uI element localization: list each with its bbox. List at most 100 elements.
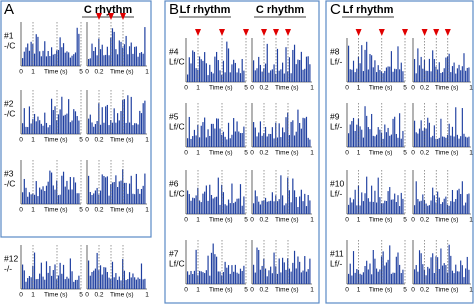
histogram-bar [275,122,277,147]
axis-title: Time (s) [44,69,68,76]
histogram-bar [123,44,126,66]
histogram-bar [219,204,221,214]
histogram-bar [56,180,58,204]
histogram-bar [351,121,353,147]
histogram-bar [423,59,426,82]
histogram-bar [287,71,289,82]
histogram-bar [299,60,301,82]
histogram-bar [66,113,68,134]
cell-type: Lf/- [330,188,342,198]
histogram-bar [195,195,197,214]
histogram-bar [366,260,368,284]
tick-label: 1 [31,69,35,76]
histogram-bar [425,203,427,214]
histogram-bar [68,99,70,134]
histogram-bar [71,120,73,134]
histogram-bar [219,128,221,147]
histogram-bar [425,275,427,284]
histogram-bar [415,265,417,284]
axis-title: Time (s) [435,85,459,92]
histogram-bar [451,66,454,82]
histogram-bar [108,55,110,66]
histogram-bar [418,128,421,147]
histogram-bar [299,261,301,284]
histogram-bar [204,117,206,147]
histogram-bar [293,250,296,284]
histogram-bar [103,175,105,204]
histogram-bar [62,171,65,204]
histogram-bar [69,57,71,66]
histogram-bar [425,70,427,82]
histogram-bar [359,63,361,82]
histogram-bar [349,124,351,147]
histogram-bar [205,137,207,147]
histogram-bar [400,138,402,147]
histogram-bar [356,268,358,284]
histogram-bar [120,280,122,289]
histogram-bar [266,201,268,214]
histogram-bar [98,103,100,134]
histogram-bar [23,51,25,66]
histogram-bar [305,206,308,214]
histogram-bar [117,113,119,134]
histogram-bar [302,117,304,147]
histogram-bar [188,57,190,82]
histogram-bar [187,271,189,284]
histogram-bar [417,199,419,214]
histogram-bar [45,185,48,204]
histogram-bar [364,106,366,147]
histogram-bar [390,273,392,284]
tick-label: 5 [79,69,83,76]
histogram-bar [394,193,396,214]
histogram-bar [273,201,275,214]
histogram-bar [37,196,39,204]
histogram-bar [37,36,39,66]
histogram-bar [238,68,240,82]
histogram-bar [88,58,90,66]
histogram-bar [364,49,366,82]
histogram-bar [99,190,102,204]
histogram-bar [74,111,77,134]
histogram-bar [40,262,42,289]
histogram-bar [270,200,272,214]
histogram-bar [44,279,46,289]
histogram-bar [354,130,356,147]
histogram-bar [106,271,108,289]
histogram-bar [42,276,44,289]
histogram-bar [73,109,75,134]
histogram-bar [359,205,361,214]
histogram-bar [59,37,61,66]
histogram-bar [307,56,309,82]
histogram-bar [420,120,422,147]
histogram-bar [253,60,255,82]
histogram-bar [264,268,267,284]
stimulus-arrow [273,29,279,36]
histogram-bar [115,122,117,134]
histogram-bar [392,272,394,284]
histogram-bar [216,118,218,147]
histogram-bar [202,60,204,82]
histogram-bar [285,203,287,214]
histogram-bar [23,178,25,204]
histogram-bar [59,194,61,204]
histogram-bar [264,63,267,82]
axis-title: Time (s) [110,207,134,214]
histogram-bar [392,118,394,147]
histogram-bar [137,56,139,66]
histogram-bar [278,123,280,147]
histogram-bar [261,71,263,82]
histogram-bar [450,201,452,214]
tick-label: 1 [310,85,314,92]
histogram-bar [130,42,132,66]
axis-title: Time (s) [110,137,134,144]
histogram-bar [460,260,462,284]
histogram-bar [233,59,235,82]
histogram-bar [395,256,397,284]
histogram-bar [288,190,291,214]
histogram-bar [399,264,401,284]
histogram-bar [297,206,299,214]
stimulus-arrow [433,29,440,36]
histogram-bar [390,51,392,82]
histogram-bar [32,193,34,204]
cell-id: #3 [4,168,14,178]
